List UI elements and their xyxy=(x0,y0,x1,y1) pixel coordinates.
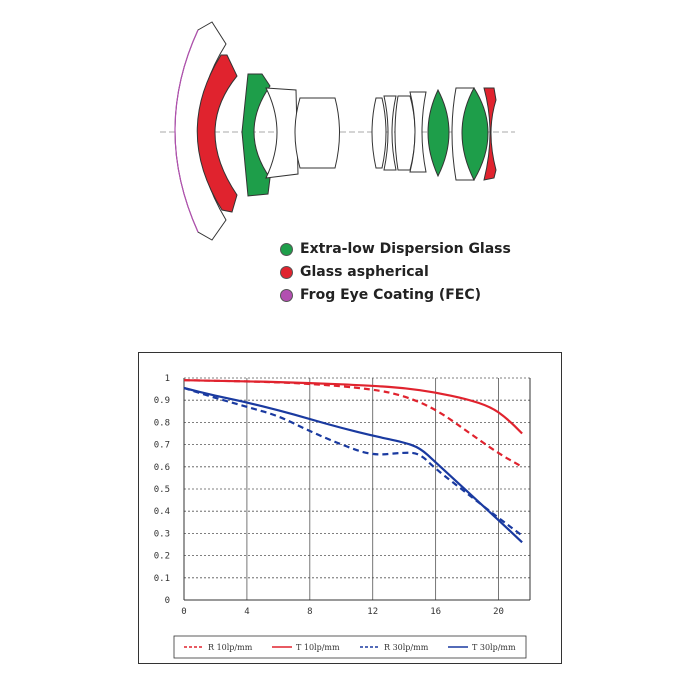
y-tick-label: 0.8 xyxy=(154,418,170,428)
x-tick-label: 0 xyxy=(181,607,186,617)
legend-label-3: T 30lp/mm xyxy=(472,643,516,652)
legend-item-glass-aspherical: Glass aspherical xyxy=(280,261,640,283)
y-tick-label: 0.9 xyxy=(154,396,170,406)
y-tick-label: 0.7 xyxy=(154,441,170,451)
legend-item-fec: Frog Eye Coating (FEC) xyxy=(280,284,640,306)
purple-dot-icon xyxy=(280,288,293,302)
lens-element-ed-3 xyxy=(461,87,489,182)
lens-element-2 xyxy=(265,87,299,179)
lens-element-4 xyxy=(371,97,387,169)
lens-element-ed-2 xyxy=(427,88,450,178)
y-tick-label: 0.5 xyxy=(154,485,170,495)
y-tick-label: 0.4 xyxy=(154,507,170,517)
legend-label: Frog Eye Coating (FEC) xyxy=(300,287,482,303)
y-tick-label: 0.2 xyxy=(154,552,170,562)
mtf-chart-frame xyxy=(138,352,562,664)
lens-diagram xyxy=(160,21,515,241)
series-line-0 xyxy=(183,379,523,468)
lens-element-3 xyxy=(294,97,340,169)
lens-element-6 xyxy=(394,95,416,171)
lens-element-aspherical-1 xyxy=(196,54,238,213)
x-tick-label: 12 xyxy=(367,607,378,617)
lens-element-7 xyxy=(409,91,427,173)
y-tick-label: 0.6 xyxy=(154,463,170,473)
lens-element-ed-1 xyxy=(241,73,271,197)
red-dot-icon xyxy=(280,265,293,279)
legend-label-2: R 30lp/mm xyxy=(384,643,429,652)
series-line-2 xyxy=(183,386,523,537)
lens-element-aspherical-2 xyxy=(483,87,497,181)
y-tick-label: 1 xyxy=(165,374,170,384)
legend-label: Glass aspherical xyxy=(300,264,429,280)
fec-coating-line xyxy=(174,29,199,233)
series-line-1 xyxy=(183,379,523,435)
green-dot-icon xyxy=(280,242,293,256)
x-tick-label: 4 xyxy=(244,607,249,617)
legend-label-0: R 10lp/mm xyxy=(208,643,253,652)
mtf-chart: 1 0.9 0.8 0.7 0.6 0.5 0.4 0.3 0.2 0.1 0 0 4 8 12 16 20 R … xyxy=(154,374,531,659)
legend-label-1: T 10lp/mm xyxy=(296,643,340,652)
y-tick-label: 0 xyxy=(165,596,170,606)
chart-legend-box xyxy=(173,635,527,659)
y-tick-label: 0.3 xyxy=(154,529,170,539)
y-tick-label: 0.1 xyxy=(154,574,170,584)
series-line-3 xyxy=(183,386,523,544)
lens-element-5 xyxy=(383,95,397,171)
legend-label: Extra-low Dispersion Glass xyxy=(300,241,511,257)
x-tick-label: 20 xyxy=(493,607,504,617)
legend-item-ed-glass: Extra-low Dispersion Glass xyxy=(280,238,640,260)
x-tick-label: 16 xyxy=(430,607,441,617)
x-tick-label: 8 xyxy=(307,607,312,617)
